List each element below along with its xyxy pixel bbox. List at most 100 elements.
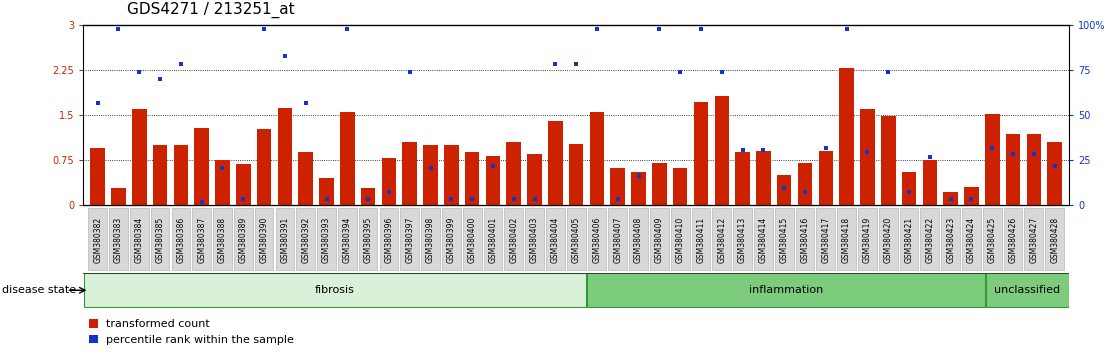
Point — [963, 196, 981, 202]
Bar — [444, 145, 459, 205]
Text: GSM380405: GSM380405 — [572, 217, 581, 263]
Bar — [777, 175, 791, 205]
Text: GSM380424: GSM380424 — [967, 217, 976, 263]
Bar — [91, 148, 105, 205]
Bar — [111, 188, 125, 205]
FancyBboxPatch shape — [525, 208, 544, 270]
FancyBboxPatch shape — [755, 208, 772, 270]
FancyBboxPatch shape — [983, 208, 1002, 270]
Text: GSM380399: GSM380399 — [447, 217, 455, 263]
Bar — [236, 164, 250, 205]
Point — [921, 154, 938, 160]
FancyBboxPatch shape — [733, 208, 752, 270]
Point — [712, 69, 730, 75]
FancyBboxPatch shape — [193, 208, 211, 270]
Bar — [319, 178, 334, 205]
Text: GSM380389: GSM380389 — [239, 217, 248, 263]
Text: GSM380414: GSM380414 — [759, 217, 768, 263]
FancyBboxPatch shape — [83, 273, 586, 307]
Text: GSM380411: GSM380411 — [697, 217, 706, 263]
FancyBboxPatch shape — [234, 208, 253, 270]
FancyBboxPatch shape — [774, 208, 793, 270]
Text: GSM380422: GSM380422 — [925, 217, 934, 263]
Point — [255, 26, 273, 32]
Bar — [1006, 134, 1020, 205]
FancyBboxPatch shape — [629, 208, 648, 270]
Text: GSM380409: GSM380409 — [655, 217, 664, 263]
FancyBboxPatch shape — [921, 208, 940, 270]
Bar — [715, 96, 729, 205]
Bar — [340, 112, 355, 205]
FancyBboxPatch shape — [255, 208, 274, 270]
Point — [546, 61, 564, 67]
FancyBboxPatch shape — [608, 208, 627, 270]
Text: GSM380390: GSM380390 — [259, 217, 268, 263]
FancyBboxPatch shape — [296, 208, 315, 270]
Point — [235, 196, 253, 202]
Bar — [589, 112, 604, 205]
Point — [1025, 151, 1043, 156]
Bar — [736, 152, 750, 205]
Text: GSM380407: GSM380407 — [613, 217, 623, 263]
Point — [733, 147, 751, 153]
Text: GSM380385: GSM380385 — [155, 217, 165, 263]
Bar — [611, 168, 625, 205]
Point — [776, 185, 793, 191]
Text: GSM380384: GSM380384 — [135, 217, 144, 263]
Text: GSM380403: GSM380403 — [530, 217, 540, 263]
FancyBboxPatch shape — [89, 208, 107, 270]
FancyBboxPatch shape — [400, 208, 419, 270]
Text: GSM380428: GSM380428 — [1050, 217, 1059, 263]
FancyBboxPatch shape — [838, 208, 856, 270]
Bar — [923, 160, 937, 205]
FancyBboxPatch shape — [442, 208, 461, 270]
FancyBboxPatch shape — [587, 208, 606, 270]
Point — [525, 196, 543, 202]
Text: GSM380387: GSM380387 — [197, 217, 206, 263]
Text: GSM380402: GSM380402 — [510, 217, 519, 263]
Text: GSM380398: GSM380398 — [427, 217, 435, 263]
Point — [984, 145, 1002, 151]
FancyBboxPatch shape — [109, 208, 127, 270]
Point — [380, 189, 398, 195]
Bar — [548, 121, 563, 205]
FancyBboxPatch shape — [1045, 208, 1064, 270]
Bar — [465, 152, 480, 205]
Bar — [819, 151, 833, 205]
FancyBboxPatch shape — [276, 208, 295, 270]
Text: GSM380397: GSM380397 — [406, 217, 414, 263]
Bar — [381, 158, 397, 205]
Text: fibrosis: fibrosis — [315, 285, 355, 295]
Point — [422, 165, 440, 171]
Text: GSM380388: GSM380388 — [218, 217, 227, 263]
Text: GSM380382: GSM380382 — [93, 217, 102, 263]
Bar — [964, 187, 978, 205]
FancyBboxPatch shape — [421, 208, 440, 270]
Bar — [174, 145, 188, 205]
Text: unclassified: unclassified — [994, 285, 1060, 295]
Bar — [985, 114, 999, 205]
Bar — [215, 160, 229, 205]
Bar — [278, 108, 293, 205]
FancyBboxPatch shape — [962, 208, 981, 270]
Text: GSM380415: GSM380415 — [780, 217, 789, 263]
FancyBboxPatch shape — [1025, 208, 1044, 270]
Text: GSM380406: GSM380406 — [593, 217, 602, 263]
Point — [1004, 151, 1022, 156]
Bar — [673, 168, 687, 205]
Text: GSM380423: GSM380423 — [946, 217, 955, 263]
Point — [859, 149, 876, 155]
Text: GSM380420: GSM380420 — [884, 217, 893, 263]
Bar — [194, 128, 209, 205]
FancyBboxPatch shape — [986, 273, 1069, 307]
Bar — [1027, 134, 1042, 205]
FancyBboxPatch shape — [817, 208, 835, 270]
Bar — [840, 68, 854, 205]
FancyBboxPatch shape — [691, 208, 710, 270]
FancyBboxPatch shape — [172, 208, 191, 270]
FancyBboxPatch shape — [213, 208, 232, 270]
Point — [276, 53, 294, 59]
FancyBboxPatch shape — [359, 208, 378, 270]
Bar — [298, 152, 312, 205]
Point — [650, 26, 668, 32]
